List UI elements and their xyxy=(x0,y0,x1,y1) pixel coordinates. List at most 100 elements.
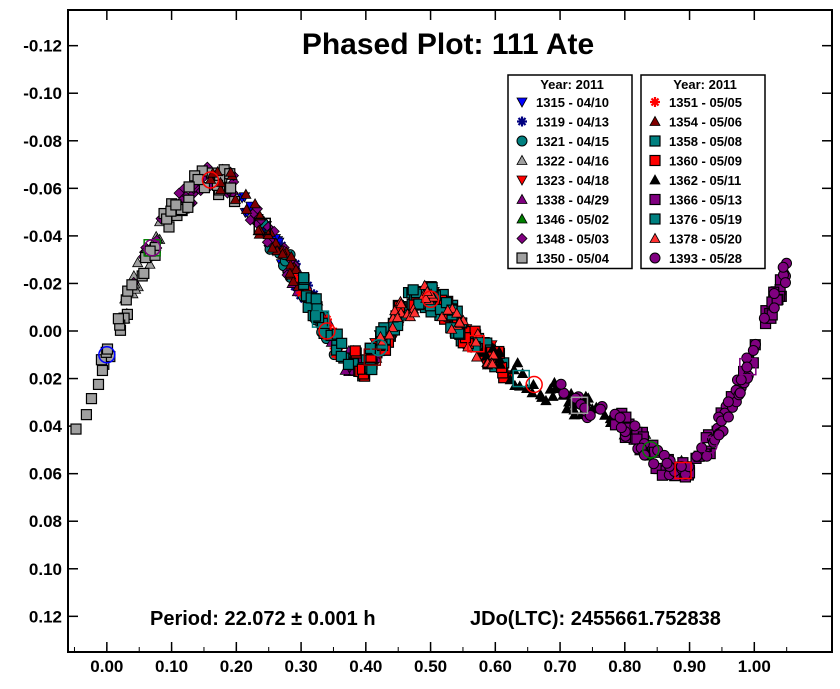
legend-box xyxy=(640,74,766,270)
data-point xyxy=(514,380,526,391)
session-start-marker xyxy=(674,461,692,480)
legend-marker xyxy=(650,97,660,107)
data-point xyxy=(722,396,734,408)
data-point xyxy=(407,284,419,296)
data-point xyxy=(508,364,520,375)
data-point xyxy=(735,374,747,386)
session-start-marker xyxy=(253,217,271,236)
data-point xyxy=(182,201,194,213)
data-points xyxy=(70,161,793,483)
legend-label: 1366 - 05/13 xyxy=(669,193,742,208)
data-point xyxy=(758,312,770,324)
y-tick-label: -0.08 xyxy=(23,132,62,151)
legend-label: 1338 - 04/29 xyxy=(536,193,609,208)
data-point xyxy=(741,361,753,373)
data-point xyxy=(335,350,347,362)
data-point xyxy=(675,460,687,472)
legend-label: 1350 - 05/04 xyxy=(536,251,610,266)
y-tick-label: -0.02 xyxy=(23,274,62,293)
y-tick-label: -0.12 xyxy=(23,37,62,56)
data-point xyxy=(96,364,109,377)
data-point xyxy=(558,387,570,399)
data-point xyxy=(310,293,322,305)
legend-label: 1376 - 05/19 xyxy=(669,212,742,227)
data-point xyxy=(214,183,227,195)
data-point xyxy=(285,250,297,261)
data-point xyxy=(594,403,606,415)
legend-marker xyxy=(649,252,661,264)
data-point xyxy=(92,378,105,391)
data-point xyxy=(614,412,626,424)
data-point xyxy=(547,390,559,401)
legend: Year: 2011 1315 - 04/10 1319 - 04/13 1321 -… xyxy=(507,74,766,270)
y-tick-label: 0.10 xyxy=(29,560,62,579)
data-point xyxy=(170,199,182,211)
legend-marker xyxy=(516,175,528,186)
legend-marker xyxy=(516,154,528,165)
legend-marker xyxy=(649,115,661,126)
data-point xyxy=(615,422,627,434)
legend-label: 1358 - 05/08 xyxy=(669,134,742,149)
data-point xyxy=(183,181,195,193)
legend-label: 1322 - 04/16 xyxy=(536,154,609,169)
y-tick-label: -0.06 xyxy=(23,179,62,198)
x-tick-label: 1.00 xyxy=(738,657,771,676)
session-start-marker xyxy=(143,239,161,257)
data-point xyxy=(225,166,237,177)
session-start-marker xyxy=(421,290,440,309)
x-tick-label: 0.30 xyxy=(285,657,318,676)
data-point xyxy=(477,345,489,356)
data-point xyxy=(408,307,421,318)
x-tick-label: 0.50 xyxy=(414,657,447,676)
legend-marker xyxy=(516,97,528,108)
data-point xyxy=(747,344,759,356)
data-point xyxy=(561,403,573,414)
session-start-marker xyxy=(467,334,485,353)
data-point xyxy=(101,343,114,355)
data-point xyxy=(126,279,138,291)
legend-marker xyxy=(649,135,661,147)
data-point xyxy=(70,423,82,435)
data-point xyxy=(144,258,156,269)
session-start-marker xyxy=(318,322,336,340)
y-tick-label: 0.08 xyxy=(29,512,62,531)
data-point xyxy=(138,267,150,279)
data-point xyxy=(374,330,387,342)
x-tick-label: 0.70 xyxy=(544,657,577,676)
data-point xyxy=(487,349,500,360)
x-tick-label: 0.60 xyxy=(479,657,512,676)
legend-marker xyxy=(649,213,661,225)
data-point xyxy=(734,387,746,399)
data-point xyxy=(777,261,789,273)
data-point xyxy=(713,429,725,441)
y-tick-label: 0.12 xyxy=(29,607,62,626)
legend-label: 1323 - 04/18 xyxy=(536,173,609,188)
data-point xyxy=(511,357,524,368)
data-point xyxy=(629,420,641,432)
x-tick-label: 0.40 xyxy=(349,657,382,676)
session-start-marker xyxy=(525,375,543,394)
legend-box xyxy=(507,74,633,270)
session-start-marker xyxy=(201,171,220,189)
data-point xyxy=(768,288,780,300)
data-point xyxy=(204,173,217,184)
data-point xyxy=(516,367,529,379)
data-point xyxy=(80,409,93,421)
data-point xyxy=(342,358,355,371)
y-tick-label: 0.02 xyxy=(29,370,62,389)
data-point xyxy=(395,297,407,309)
data-point xyxy=(470,336,482,347)
legend-label: 1362 - 05/11 xyxy=(669,173,741,188)
x-tick-label: 0.80 xyxy=(608,657,641,676)
legend-marker xyxy=(516,193,528,204)
legend-label: 1354 - 05/06 xyxy=(669,115,742,130)
data-point xyxy=(112,313,125,325)
data-point xyxy=(661,457,673,469)
data-point xyxy=(349,345,361,357)
data-point xyxy=(555,378,567,390)
data-point xyxy=(336,337,348,349)
legend-header: Year: 2011 xyxy=(540,77,604,92)
data-point xyxy=(383,329,396,340)
period-annotation: Period: 22.072 ± 0.001 h xyxy=(150,608,376,630)
